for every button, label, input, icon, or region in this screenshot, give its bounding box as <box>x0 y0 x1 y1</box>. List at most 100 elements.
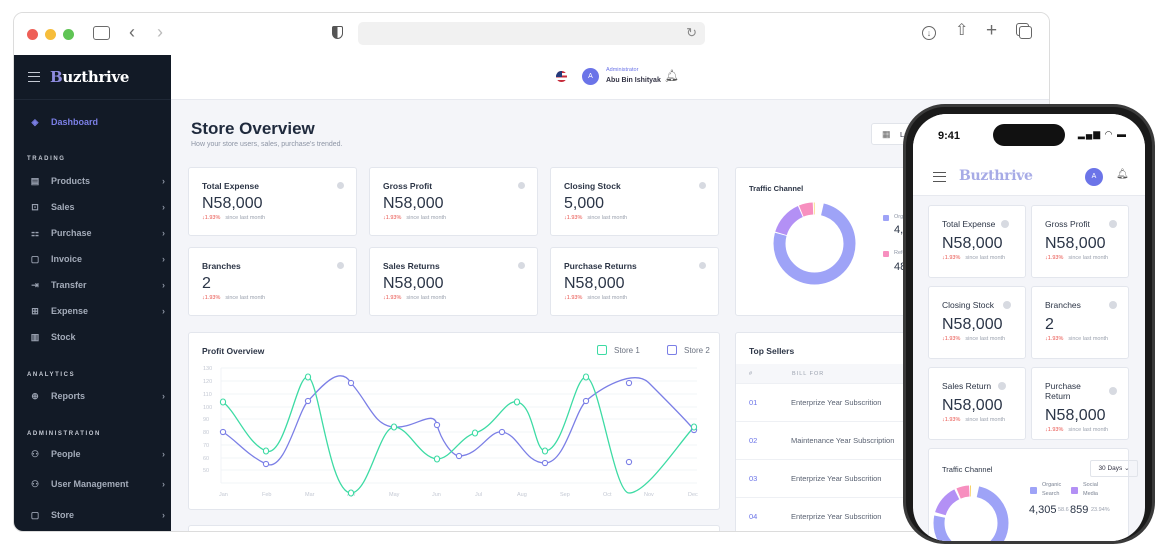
legend-swatch-referral <box>883 251 889 257</box>
range-dropdown[interactable]: 30 Days ⌄ <box>1090 460 1138 477</box>
menu-icon[interactable] <box>28 72 40 82</box>
traffic-channel-title: Traffic Channel <box>942 465 993 474</box>
forward-icon[interactable]: › <box>157 22 163 42</box>
sidebar-item-products[interactable]: ▤ Products › <box>14 170 171 192</box>
table-row[interactable]: 04 Enterprize Year Subscrition <box>736 497 934 531</box>
checkbox-store-1[interactable] <box>597 345 607 355</box>
stat-value: N58,000 <box>942 235 1003 252</box>
svg-text:Mar: Mar <box>305 492 315 498</box>
sidebar-item-reports[interactable]: ⊕ Reports › <box>14 385 171 407</box>
svg-text:70: 70 <box>203 443 209 449</box>
trend-caption: since last month <box>587 295 628 301</box>
help-icon[interactable] <box>518 182 525 189</box>
stat-value: N58,000 <box>202 195 263 212</box>
help-icon[interactable] <box>699 262 706 269</box>
trend-caption: since last month <box>225 295 266 301</box>
stat-label: Sales Returns <box>383 261 440 271</box>
sidebar-item-store[interactable]: ▢ Store › <box>14 504 171 526</box>
help-icon[interactable] <box>337 262 344 269</box>
reload-icon[interactable]: ↻ <box>686 25 697 40</box>
sidebar-item-people[interactable]: ⚇ People › <box>14 443 171 465</box>
help-icon[interactable] <box>1109 301 1117 309</box>
user-menu[interactable]: Abu Bin Ishityak ⌄ <box>606 76 670 84</box>
logo-text: uzthrive <box>62 68 130 86</box>
stat-trend: ↓1.93% since last month <box>1045 255 1108 261</box>
svg-text:60: 60 <box>203 456 209 462</box>
phone-notification-bell-icon[interactable]: 🔔︎ <box>1116 169 1129 180</box>
privacy-shield-icon[interactable] <box>332 26 343 39</box>
top-sellers-card: Top Sellers # BILL FOR 01 Enterprize Year… <box>735 332 935 531</box>
trend-caption: since last month <box>1068 336 1109 342</box>
sidebar-item-transfer[interactable]: ⇥ Transfer › <box>14 274 171 296</box>
new-tab-icon[interactable]: + <box>986 20 998 41</box>
sidebar-item-label: Reports <box>51 391 86 401</box>
checkbox-store-2[interactable] <box>667 345 677 355</box>
address-bar[interactable]: ↻ <box>358 22 705 45</box>
logo-mark: B <box>959 168 971 184</box>
share-icon[interactable]: ⇧ <box>955 22 969 39</box>
sidebar-item-label: Sales <box>51 202 75 212</box>
help-icon[interactable] <box>337 182 344 189</box>
trend-percent: ↓1.93% <box>202 295 221 301</box>
traffic-donut-chart <box>773 202 856 285</box>
top-bar: A Administrator Abu Bin Ishityak ⌄ 🔔︎ <box>171 55 1049 100</box>
back-icon[interactable]: ‹ <box>129 22 135 42</box>
svg-text:120: 120 <box>203 379 212 385</box>
legend-store-1[interactable]: Store 1 <box>597 345 640 355</box>
download-icon[interactable]: ↓ <box>922 26 936 40</box>
avatar[interactable]: A <box>582 68 599 85</box>
sidebar-item-user-management[interactable]: ⚇ User Management › <box>14 473 171 495</box>
help-icon[interactable] <box>1109 387 1117 395</box>
sidebar-item-stock[interactable]: ▥ Stock <box>14 326 171 348</box>
sidebar-item-label: Purchase <box>51 228 92 238</box>
table-row[interactable]: 02 Maintenance Year Subscription <box>736 421 934 458</box>
phone-time: 9:41 <box>938 130 961 142</box>
phone-avatar[interactable]: A <box>1085 168 1103 186</box>
chevron-right-icon: › <box>162 202 165 212</box>
table-row[interactable]: 01 Enterprize Year Subscrition <box>736 383 934 420</box>
stat-value: N58,000 <box>1045 407 1106 424</box>
stat-value: N58,000 <box>383 195 444 212</box>
trend-percent: ↓1.93% <box>942 417 961 423</box>
stat-trend: ↓1.93% since last month <box>1045 336 1108 342</box>
sidebar-item-expense[interactable]: ⊞ Expense › <box>14 300 171 322</box>
chevron-right-icon: › <box>162 228 165 238</box>
help-icon[interactable] <box>1109 220 1117 228</box>
sidebar-item-dashboard[interactable]: ◈ Dashboard <box>14 111 171 133</box>
stat-label: Closing Stock <box>564 181 621 191</box>
stat-label: Branches <box>1045 300 1081 310</box>
maximize-window-button[interactable] <box>63 29 74 40</box>
stat-trend: ↓1.93% since last month <box>564 295 627 301</box>
sidebar-item-invoice[interactable]: ▢ Invoice › <box>14 248 171 270</box>
help-icon[interactable] <box>998 382 1006 390</box>
help-icon[interactable] <box>1001 220 1009 228</box>
trend-percent: ↓1.93% <box>383 295 402 301</box>
help-icon[interactable] <box>518 262 525 269</box>
section-title-analytics: ANALYTICS <box>27 372 76 378</box>
stat-trend: ↓1.93% since last month <box>564 215 627 221</box>
sidebar-item-label: Invoice <box>51 254 83 264</box>
sidebar-toggle-icon[interactable] <box>93 26 110 40</box>
table-row[interactable]: 03 Enterprize Year Subscrition <box>736 459 934 496</box>
trend-caption: since last month <box>965 417 1006 423</box>
stat-value: 2 <box>202 275 211 292</box>
trend-caption: since last month <box>1068 255 1109 261</box>
phone-menu-icon[interactable] <box>933 172 946 182</box>
legend-value-organic: 4,305 <box>1029 504 1057 516</box>
close-window-button[interactable] <box>27 29 38 40</box>
help-icon[interactable] <box>1003 301 1011 309</box>
minimize-window-button[interactable] <box>45 29 56 40</box>
stat-trend: ↓1.93% since last month <box>383 215 446 221</box>
trend-percent: ↓1.93% <box>383 215 402 221</box>
sidebar-item-purchase[interactable]: ⚏ Purchase › <box>14 222 171 244</box>
phone-logo[interactable]: Buzthrive <box>959 168 1033 184</box>
trend-caption: since last month <box>225 215 266 221</box>
notification-bell-icon[interactable]: 🔔︎ <box>665 70 679 82</box>
tabs-overview-icon[interactable] <box>1019 26 1032 39</box>
sidebar-item-sales[interactable]: ⊡ Sales › <box>14 196 171 218</box>
language-flag-icon[interactable] <box>556 71 567 82</box>
legend-store-2[interactable]: Store 2 <box>667 345 710 355</box>
help-icon[interactable] <box>699 182 706 189</box>
logo[interactable]: Buzthrive <box>50 68 129 86</box>
